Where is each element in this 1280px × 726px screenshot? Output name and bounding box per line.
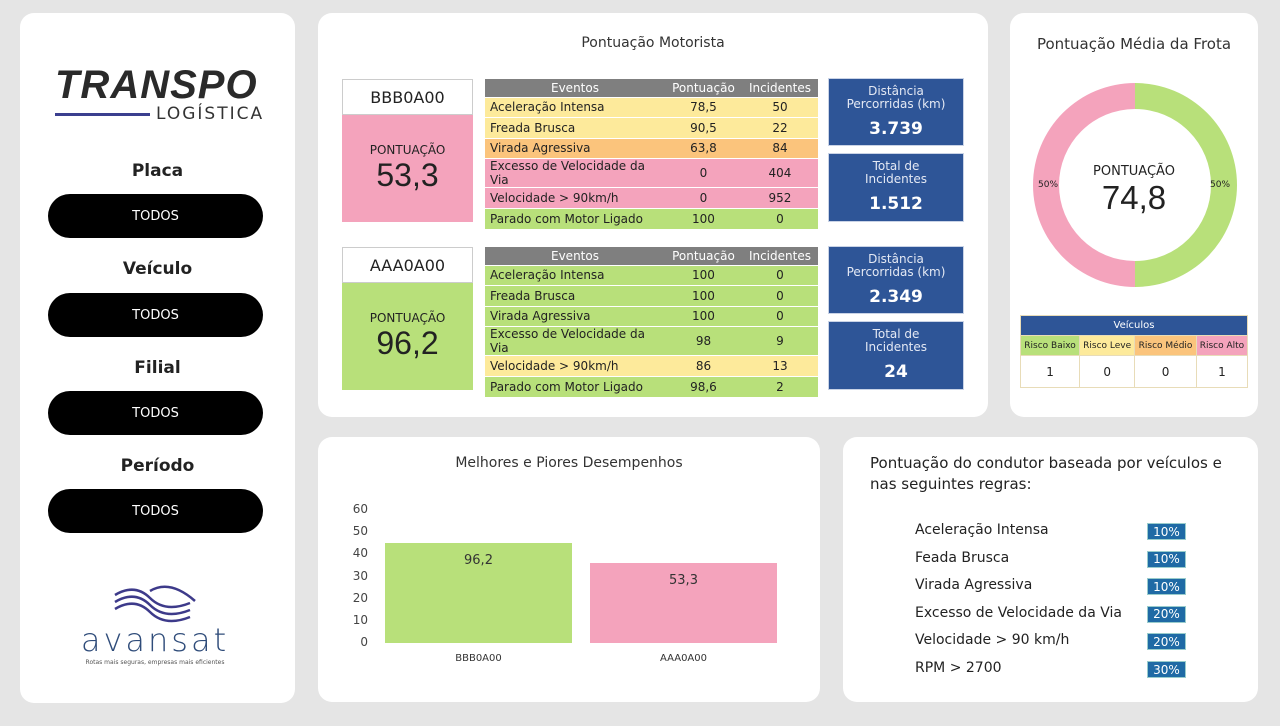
avansat-logo: avansat Rotas mais seguras, empresas mai… (75, 583, 235, 666)
events-table: Eventos Pontuação Incidentes Aceleração Int… (485, 79, 818, 229)
risk-count: 1 (1195, 355, 1249, 388)
score-value: 96,2 (376, 325, 439, 361)
filter-label-filial: Filial (134, 358, 181, 378)
bar-data-label: 53,3 (669, 573, 698, 589)
y-tick-label: 10 (352, 612, 368, 627)
score-label: PONTUAÇÃO (369, 143, 446, 157)
logo-underline (55, 112, 150, 116)
donut-slice-green (1135, 83, 1237, 287)
filter-veiculo-select[interactable]: TODOS (48, 293, 263, 337)
bar-data-label: 96,2 (464, 553, 493, 569)
waves-icon (114, 585, 196, 623)
fleet-donut-chart (1033, 83, 1237, 287)
fleet-score-label: PONTUAÇÃO (1093, 164, 1175, 179)
rule-label: Velocidade > 90 km/h (915, 632, 1070, 649)
event-row: Velocidade > 90km/h 0 952 (485, 187, 818, 208)
rule-label: RPM > 2700 (915, 660, 1002, 676)
filter-label-periodo: Período (120, 456, 195, 476)
driver-score-panel: Pontuação Motorista BBB0A00 PONTUAÇÃO 53… (318, 13, 988, 417)
risk-count: 1 (1019, 355, 1081, 388)
bar[interactable] (590, 563, 777, 643)
event-row: Parado com Motor Ligado 100 0 (485, 207, 818, 229)
transpo-logo: TRANSPO LOGÍSTICA (55, 63, 265, 124)
event-row: Virada Agressiva 100 0 (485, 305, 818, 327)
risk-header: Risco Baixo (1019, 335, 1081, 356)
distance-kpi: Distância Percorridas (km) 2.349 (828, 246, 964, 314)
vehicle-score-box: PONTUAÇÃO 53,3 (342, 115, 473, 222)
sidebar: TRANSPO LOGÍSTICA Placa TODOS Veículo TO… (20, 13, 295, 703)
vehicle-score-box: PONTUAÇÃO 96,2 (342, 283, 473, 390)
rule-weight-badge: 10% (1147, 523, 1186, 540)
x-tick-label: BBB0A00 (455, 653, 502, 664)
vehicle-plate: BBB0A00 (342, 79, 473, 115)
y-tick-label: 30 (352, 568, 368, 583)
event-row: Excesso de Velocidade da Via 98 9 (485, 326, 818, 356)
rule-weight-badge: 20% (1147, 633, 1186, 651)
rule-label: Feada Brusca (915, 549, 1010, 566)
filter-label-veiculo: Veículo (122, 259, 193, 279)
rule-weight-badge: 10% (1147, 578, 1186, 596)
donut-label-right: 50% (1210, 180, 1231, 190)
event-row: Velocidade > 90km/h 86 13 (485, 355, 818, 376)
rule-label: Virada Agressiva (915, 577, 1033, 594)
panel-title: Pontuação Motorista (581, 35, 725, 51)
risk-header: Risco Médio (1134, 335, 1197, 356)
incidents-kpi: Total de Incidentes 24 (828, 321, 964, 390)
fleet-score-value: 74,8 (1101, 179, 1167, 216)
y-tick-label: 40 (352, 546, 368, 561)
risk-header: Risco Leve (1079, 335, 1136, 356)
y-tick-label: 50 (352, 524, 368, 539)
rules-panel: Pontuação do condutor baseada por veícul… (843, 437, 1258, 702)
risk-table-title: Veículos (1020, 315, 1248, 336)
rule-label: Excesso de Velocidade da Via (915, 604, 1122, 621)
fleet-score-panel: Pontuação Média da Frota 50% 50% PONTUAÇ… (1010, 13, 1258, 417)
performance-chart-panel: Melhores e Piores Desempenhos 0 10 20 30 40 5… (318, 437, 820, 702)
y-tick-label: 0 (360, 635, 368, 649)
risk-table: Veículos Risco Baixo Risco Leve Risco Médi… (1019, 315, 1249, 388)
event-row: Aceleração Intensa 100 0 (485, 264, 818, 286)
events-table: Eventos Pontuação Incidentes Aceleração Int… (485, 247, 818, 397)
donut-label-left: 50% (1038, 180, 1059, 190)
panel-title: Pontuação Média da Frota (1036, 35, 1232, 53)
risk-count: 0 (1134, 355, 1197, 388)
event-row: Virada Agressiva 63,8 84 (485, 137, 818, 159)
distance-kpi: Distância Percorridas (km) 3.739 (828, 78, 964, 146)
rules-title: Pontuação do condutor baseada por veícul… (870, 454, 1222, 493)
filter-periodo-select[interactable]: TODOS (48, 489, 263, 533)
chart-title: Melhores e Piores Desempenhos (455, 455, 683, 471)
event-row: Parado com Motor Ligado 98,6 2 (485, 375, 818, 397)
rule-weight-badge: 20% (1147, 605, 1186, 623)
risk-header: Risco Alto (1195, 335, 1249, 356)
event-row: Aceleração Intensa 78,5 50 (485, 96, 818, 118)
y-tick-label: 60 (352, 502, 368, 516)
incidents-kpi: Total de Incidentes 1.512 (828, 153, 964, 222)
filter-placa-select[interactable]: TODOS (48, 194, 263, 238)
score-value: 53,3 (376, 157, 439, 193)
rule-label: Aceleração Intensa (915, 522, 1049, 538)
x-tick-label: AAA0A00 (659, 653, 707, 664)
filter-label-placa: Placa (131, 161, 184, 181)
y-tick-label: 20 (352, 590, 368, 605)
event-row: Freada Brusca 100 0 (485, 285, 818, 306)
filter-filial-select[interactable]: TODOS (48, 391, 263, 435)
event-row: Excesso de Velocidade da Via 0 404 (485, 158, 818, 188)
event-row: Freada Brusca 90,5 22 (485, 117, 818, 138)
bar[interactable] (385, 543, 572, 643)
score-label: PONTUAÇÃO (369, 311, 446, 325)
donut-slice-pink (1033, 83, 1135, 287)
rule-weight-badge: 30% (1147, 661, 1186, 678)
rule-weight-badge: 10% (1147, 550, 1186, 568)
risk-count: 0 (1079, 355, 1136, 388)
vehicle-plate: AAA0A00 (342, 247, 473, 283)
